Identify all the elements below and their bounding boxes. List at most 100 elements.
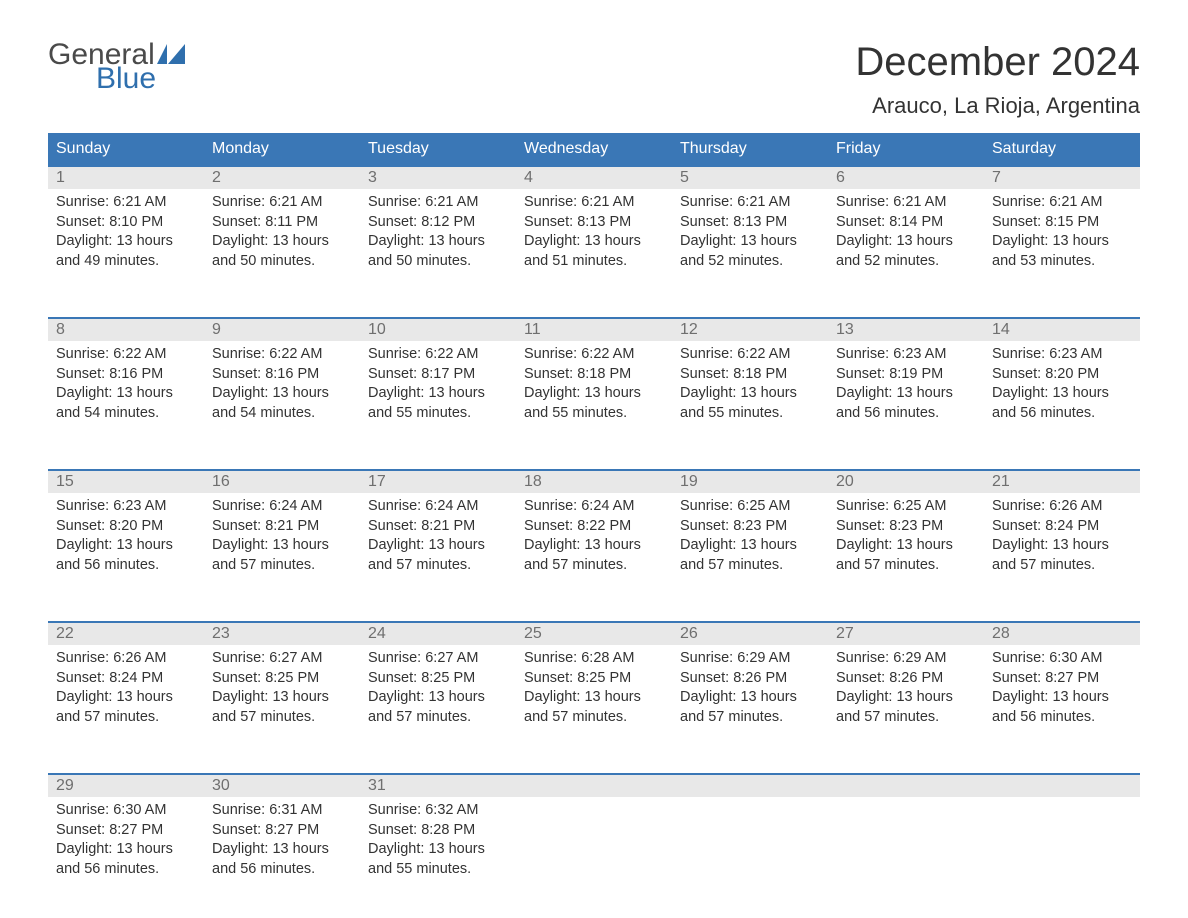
- calendar-cell: Sunrise: 6:30 AMSunset: 8:27 PMDaylight:…: [984, 645, 1140, 763]
- day-number: [672, 775, 828, 797]
- daylight-text-1: Daylight: 13 hours: [56, 232, 196, 252]
- calendar-cell: Sunrise: 6:21 AMSunset: 8:15 PMDaylight:…: [984, 189, 1140, 307]
- daylight-text-2: and 56 minutes.: [56, 860, 196, 880]
- day-header-tuesday: Tuesday: [360, 133, 516, 165]
- sunrise-text: Sunrise: 6:29 AM: [680, 649, 820, 669]
- sunset-text: Sunset: 8:27 PM: [212, 821, 352, 841]
- day-number: 6: [828, 167, 984, 189]
- sunrise-text: Sunrise: 6:32 AM: [368, 801, 508, 821]
- calendar-cell: Sunrise: 6:27 AMSunset: 8:25 PMDaylight:…: [360, 645, 516, 763]
- day-number: 12: [672, 319, 828, 341]
- sunrise-text: Sunrise: 6:24 AM: [368, 497, 508, 517]
- daylight-text-2: and 57 minutes.: [368, 556, 508, 576]
- day-number: [984, 775, 1140, 797]
- sunset-text: Sunset: 8:17 PM: [368, 365, 508, 385]
- calendar-cell: [516, 797, 672, 915]
- calendar-cell: Sunrise: 6:24 AMSunset: 8:22 PMDaylight:…: [516, 493, 672, 611]
- header: General Blue December 2024 Arauco, La Ri…: [48, 40, 1140, 119]
- calendar-cell: Sunrise: 6:24 AMSunset: 8:21 PMDaylight:…: [360, 493, 516, 611]
- daynum-strip: 22232425262728: [48, 623, 1140, 645]
- daylight-text-1: Daylight: 13 hours: [680, 384, 820, 404]
- daylight-text-2: and 51 minutes.: [524, 252, 664, 272]
- sunrise-text: Sunrise: 6:25 AM: [680, 497, 820, 517]
- daylight-text-1: Daylight: 13 hours: [836, 536, 976, 556]
- day-number: 22: [48, 623, 204, 645]
- daylight-text-2: and 54 minutes.: [212, 404, 352, 424]
- daynum-strip: 1234567: [48, 167, 1140, 189]
- daylight-text-2: and 55 minutes.: [680, 404, 820, 424]
- day-number: 9: [204, 319, 360, 341]
- sunset-text: Sunset: 8:16 PM: [56, 365, 196, 385]
- day-header-wednesday: Wednesday: [516, 133, 672, 165]
- daylight-text-1: Daylight: 13 hours: [836, 688, 976, 708]
- week-row: 15161718192021 Sunrise: 6:23 AM Sunset: 8:…: [48, 469, 1140, 611]
- sunset-text: Sunset: 8:22 PM: [524, 517, 664, 537]
- daylight-text-1: Daylight: 13 hours: [992, 232, 1132, 252]
- calendar-cell: Sunrise: 6:26 AMSunset: 8:24 PMDaylight:…: [984, 493, 1140, 611]
- calendar-cell: Sunrise: 6:29 AMSunset: 8:26 PMDaylight:…: [672, 645, 828, 763]
- sunrise-text: Sunrise: 6:22 AM: [524, 345, 664, 365]
- daylight-text-2: and 57 minutes.: [836, 556, 976, 576]
- daynum-strip: 293031: [48, 775, 1140, 797]
- sunset-text: Sunset: 8:26 PM: [680, 669, 820, 689]
- sunset-text: Sunset: 8:24 PM: [56, 669, 196, 689]
- daynum-strip: 15161718192021: [48, 471, 1140, 493]
- sunset-text: Sunset: 8:27 PM: [56, 821, 196, 841]
- calendar-cell: Sunrise: 6:23 AMSunset: 8:20 PMDaylight:…: [984, 341, 1140, 459]
- sunset-text: Sunset: 8:25 PM: [212, 669, 352, 689]
- calendar-cell: Sunrise: 6:25 AMSunset: 8:23 PMDaylight:…: [672, 493, 828, 611]
- sunrise-text: Sunrise: 6:24 AM: [212, 497, 352, 517]
- day-number: 7: [984, 167, 1140, 189]
- day-header-saturday: Saturday: [984, 133, 1140, 165]
- calendar-cell: Sunrise: 6:21 AMSunset: 8:12 PMDaylight:…: [360, 189, 516, 307]
- day-number: 1: [48, 167, 204, 189]
- sunset-text: Sunset: 8:11 PM: [212, 213, 352, 233]
- daylight-text-1: Daylight: 13 hours: [56, 688, 196, 708]
- sunrise-text: Sunrise: 6:25 AM: [836, 497, 976, 517]
- day-number: [828, 775, 984, 797]
- calendar-cell: Sunrise: 6:31 AMSunset: 8:27 PMDaylight:…: [204, 797, 360, 915]
- daylight-text-1: Daylight: 13 hours: [680, 688, 820, 708]
- day-header-monday: Monday: [204, 133, 360, 165]
- day-number: 14: [984, 319, 1140, 341]
- daylight-text-1: Daylight: 13 hours: [368, 688, 508, 708]
- calendar-cell: Sunrise: 6:22 AMSunset: 8:18 PMDaylight:…: [516, 341, 672, 459]
- daylight-text-1: Daylight: 13 hours: [368, 840, 508, 860]
- sunrise-text: Sunrise: 6:21 AM: [836, 193, 976, 213]
- daylight-text-2: and 57 minutes.: [680, 708, 820, 728]
- daylight-text-1: Daylight: 13 hours: [680, 536, 820, 556]
- daylight-text-2: and 57 minutes.: [680, 556, 820, 576]
- sunrise-text: Sunrise: 6:31 AM: [212, 801, 352, 821]
- calendar-cell: Sunrise: 6:30 AMSunset: 8:27 PMDaylight:…: [48, 797, 204, 915]
- daylight-text-1: Daylight: 13 hours: [680, 232, 820, 252]
- day-number: 25: [516, 623, 672, 645]
- day-header-sunday: Sunday: [48, 133, 204, 165]
- day-number: 10: [360, 319, 516, 341]
- day-header-friday: Friday: [828, 133, 984, 165]
- sunrise-text: Sunrise: 6:26 AM: [992, 497, 1132, 517]
- daylight-text-1: Daylight: 13 hours: [836, 384, 976, 404]
- daylight-text-1: Daylight: 13 hours: [524, 232, 664, 252]
- daylight-text-2: and 55 minutes.: [524, 404, 664, 424]
- calendar-cell: Sunrise: 6:28 AMSunset: 8:25 PMDaylight:…: [516, 645, 672, 763]
- daylight-text-1: Daylight: 13 hours: [212, 536, 352, 556]
- logo-flag-icon: [157, 44, 185, 64]
- calendar-cell: Sunrise: 6:21 AMSunset: 8:10 PMDaylight:…: [48, 189, 204, 307]
- sunrise-text: Sunrise: 6:27 AM: [368, 649, 508, 669]
- sunrise-text: Sunrise: 6:23 AM: [56, 497, 196, 517]
- day-number: 16: [204, 471, 360, 493]
- daylight-text-2: and 56 minutes.: [836, 404, 976, 424]
- daylight-text-2: and 57 minutes.: [524, 556, 664, 576]
- calendar-cell: [672, 797, 828, 915]
- calendar-cell: Sunrise: 6:26 AMSunset: 8:24 PMDaylight:…: [48, 645, 204, 763]
- sunrise-text: Sunrise: 6:29 AM: [836, 649, 976, 669]
- calendar-cell: Sunrise: 6:27 AMSunset: 8:25 PMDaylight:…: [204, 645, 360, 763]
- week-row: 891011121314Sunrise: 6:22 AMSunset: 8:16…: [48, 317, 1140, 459]
- sunset-text: Sunset: 8:14 PM: [836, 213, 976, 233]
- day-number: 8: [48, 319, 204, 341]
- sunset-text: Sunset: 8:25 PM: [368, 669, 508, 689]
- calendar-cell: Sunrise: 6:32 AMSunset: 8:28 PMDaylight:…: [360, 797, 516, 915]
- sunrise-text: Sunrise: 6:21 AM: [368, 193, 508, 213]
- calendar-cell: Sunrise: 6:21 AMSunset: 8:13 PMDaylight:…: [672, 189, 828, 307]
- sunrise-text: Sunrise: 6:21 AM: [992, 193, 1132, 213]
